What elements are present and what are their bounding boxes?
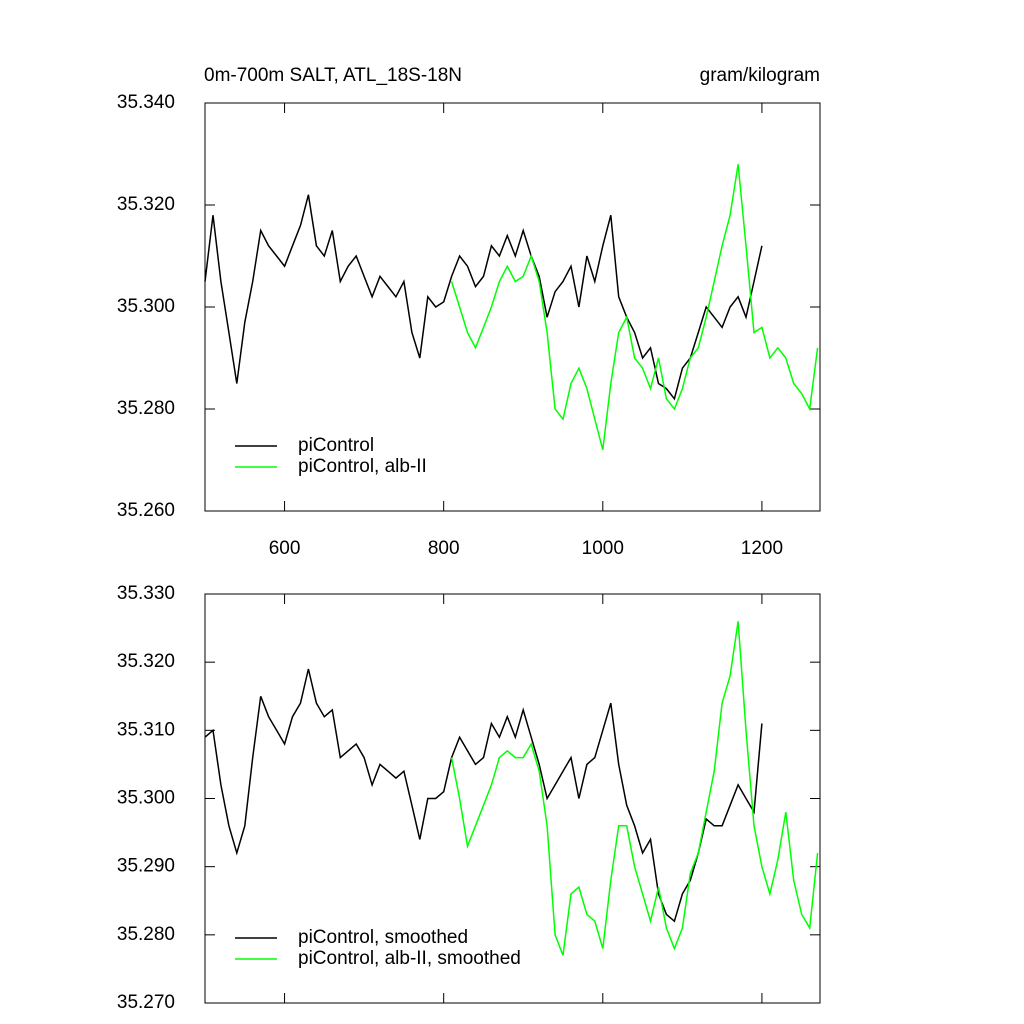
data-line (450, 164, 819, 450)
y-tick-label: 35.330 (117, 583, 175, 604)
y-tick-label: 35.310 (117, 719, 175, 740)
y-tick-label: 35.300 (117, 788, 175, 809)
x-tick-label: 1200 (741, 538, 783, 559)
y-tick-label: 35.320 (117, 651, 175, 672)
x-tick-label: 1000 (582, 538, 624, 559)
x-tick-label: 600 (269, 538, 301, 559)
legend-label: piControl, smoothed (298, 927, 468, 948)
data-line (450, 621, 819, 956)
y-tick-label: 35.340 (117, 92, 175, 113)
legend-label: piControl, alb-II (298, 456, 427, 477)
chart-title: 0m-700m SALT, ATL_18S-18N (204, 65, 462, 86)
y-tick-label: 35.290 (117, 856, 175, 877)
y-tick-label: 35.320 (117, 194, 175, 215)
legend-label: piControl, alb-II, smoothed (298, 948, 521, 969)
y-tick-label: 35.270 (117, 992, 175, 1013)
data-line (204, 194, 763, 401)
x-tick-label: 800 (428, 538, 460, 559)
data-line (204, 668, 763, 923)
y-tick-label: 35.280 (117, 924, 175, 945)
legend-label: piControl (298, 435, 374, 456)
units-label: gram/kilogram (700, 65, 820, 86)
y-tick-label: 35.300 (117, 296, 175, 317)
y-tick-label: 35.280 (117, 398, 175, 419)
y-tick-label: 35.260 (117, 500, 175, 521)
